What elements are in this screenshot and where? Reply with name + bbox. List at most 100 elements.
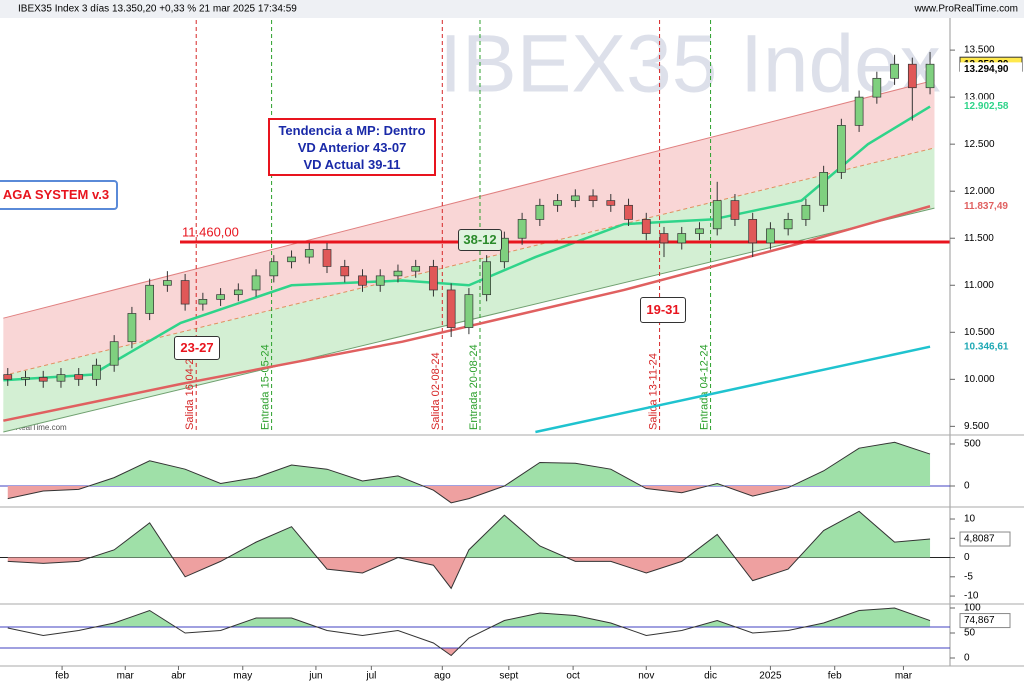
value-label: 4,8087 (964, 534, 995, 545)
x-tick-label: 2025 (759, 671, 782, 682)
header-title: IBEX35 Index 3 días 13.350,20 +0,33 % 21… (18, 4, 297, 15)
signal-label: Salida 16-04-24 (184, 352, 196, 430)
level-label: 11.460,00 (182, 224, 239, 239)
header-site: www.ProRealTime.com (913, 4, 1018, 15)
candle-body (712, 200, 722, 230)
candle-body (251, 275, 261, 291)
y-tick-label: 0 (964, 653, 970, 664)
value-badge (959, 531, 1011, 547)
indicator-area (7, 608, 931, 627)
price-badge (960, 99, 1022, 114)
x-tick-label: mar (895, 671, 913, 682)
candle-body (801, 204, 811, 220)
note: 19-31 (640, 297, 686, 323)
price-label: 11.837,49 (964, 201, 1008, 212)
candle-body (837, 125, 846, 173)
source: ProRealTime.com (3, 423, 67, 432)
candle-body (375, 275, 385, 286)
y-tick-label: 0 (964, 552, 970, 563)
candle-body (695, 228, 704, 234)
value-badge (959, 613, 1011, 629)
y-tick-label: -5 (964, 571, 973, 582)
candle-body (464, 294, 474, 328)
moving-average (535, 345, 931, 434)
candle-body (872, 77, 882, 98)
channel-line (3, 79, 935, 319)
candle-body (925, 63, 935, 89)
signal-label: Salida 02-08-24 (430, 352, 442, 430)
info-line: VD Anterior 43-07 (297, 140, 407, 155)
y-tick-label: 50 (964, 628, 976, 639)
candle-body (393, 270, 403, 277)
candle-body (517, 219, 527, 239)
x-tick-label: mar (117, 671, 135, 682)
y-tick-label: 13.500 (964, 45, 995, 56)
candle-body (535, 204, 545, 220)
indicator-line (7, 510, 931, 590)
candle-body (624, 204, 633, 220)
header-bar (0, 0, 1024, 18)
x-tick-label: sept (499, 671, 518, 682)
x-tick-label: oct (566, 671, 580, 682)
indicator-area (90, 511, 931, 558)
candle-body (233, 289, 243, 296)
indicator-area (7, 557, 931, 589)
value-label: 74,867 (964, 615, 995, 626)
candle-body (606, 200, 616, 206)
candle-body (340, 266, 350, 277)
candle-body (127, 313, 137, 343)
price-badge (960, 199, 1022, 214)
candle-body (890, 63, 899, 79)
info-box: Tendencia a MP: Dentro VD Anterior 43-07… (268, 118, 436, 176)
y-tick-label: 10.000 (964, 374, 995, 385)
candle-body (216, 294, 225, 300)
candle-body (588, 195, 598, 201)
price-label: 12.902,58 (964, 101, 1009, 112)
signal-label: Entrada 15-05-24 (259, 344, 271, 430)
candle-body (180, 280, 190, 305)
x-tick-label: may (233, 671, 252, 682)
watermark: IBEX35 Index (439, 19, 940, 110)
candle-body (74, 374, 84, 380)
x-tick-label: dic (704, 671, 717, 682)
note: 23-27 (174, 336, 220, 360)
y-tick-label: 500 (964, 439, 981, 450)
candle-body (322, 249, 332, 267)
candle-body (163, 280, 172, 286)
y-tick-label: 13.000 (964, 92, 995, 103)
channel-line (3, 147, 935, 377)
price-label: 10.346,61 (964, 341, 1009, 352)
price-badge (960, 339, 1022, 354)
candle-body (748, 219, 758, 244)
y-tick-label: 11.000 (964, 280, 994, 291)
candle-body (56, 374, 66, 382)
info-line: Tendencia a MP: Dentro (278, 123, 426, 138)
y-tick-label: 0 (964, 481, 970, 492)
candle-body (482, 261, 491, 296)
info-line: VD Actual 39-11 (303, 157, 401, 172)
signal-label: Salida 13-11-24 (647, 353, 659, 430)
channel-band (3, 80, 935, 376)
price-badge (960, 62, 1022, 77)
x-tick-label: feb (828, 671, 842, 682)
note: 38-12 (458, 229, 502, 251)
x-tick-label: jun (308, 671, 322, 682)
signal-label: Entrada 20-08-24 (468, 344, 480, 430)
price-label: 13.294,90 (964, 64, 1009, 75)
y-tick-label: 12.500 (964, 139, 995, 150)
candle-body (783, 219, 793, 230)
candle-body (641, 219, 651, 234)
candle-body (269, 261, 279, 277)
candle-body (429, 266, 438, 291)
y-tick-label: -10 (964, 591, 979, 602)
candle-body (145, 284, 154, 314)
candle-body (92, 364, 101, 380)
candle-body (907, 63, 917, 89)
indicator-area (88, 442, 931, 487)
y-tick-label: 9.500 (964, 421, 989, 432)
y-tick-label: 12.000 (964, 186, 995, 197)
signal-label: Entrada 04-12-24 (698, 344, 710, 430)
indicator-area (7, 486, 931, 503)
indicator-line (7, 607, 931, 657)
